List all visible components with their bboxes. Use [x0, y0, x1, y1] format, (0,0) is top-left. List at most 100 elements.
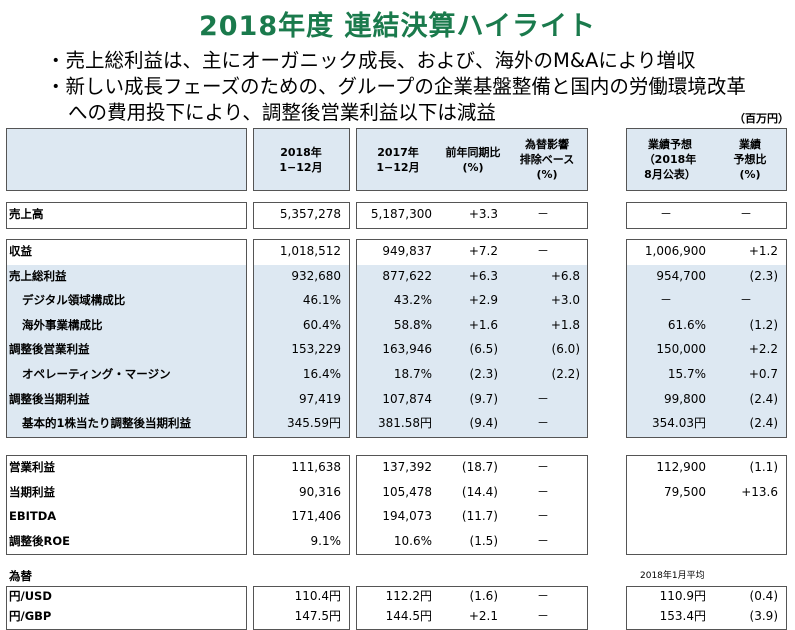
row-band: [7, 289, 246, 314]
value-ratio: +0.7: [748, 367, 778, 381]
value-2017: 18.7%: [393, 367, 432, 381]
row-label: デジタル領域構成比: [22, 293, 126, 308]
row-band: [254, 264, 349, 290]
value-ratio: (1.1): [749, 460, 778, 474]
header-ratio-1: 予想比: [733, 153, 767, 166]
value-2017: 58.8%: [393, 317, 432, 332]
value-2018: 171,406: [291, 509, 341, 524]
row-band: [7, 313, 246, 339]
value-2018: 90,316: [299, 484, 341, 499]
fx-row-label: 円/GBP: [9, 609, 52, 623]
value-2018: 5,357,278: [279, 207, 341, 221]
group-1-border: [626, 239, 787, 438]
header-2018-1: 1−12月: [279, 161, 323, 174]
row-band: [254, 363, 349, 388]
value-ratio: +2.2: [748, 342, 778, 357]
value-ratio: －: [739, 293, 752, 308]
value-fx: －: [536, 460, 549, 474]
value-yoy: +3.3: [468, 207, 498, 221]
value-forecast: 112,900: [656, 460, 706, 474]
value-fx: +3.0: [550, 293, 580, 308]
row-band: [254, 412, 349, 437]
group-1-border: [6, 239, 247, 438]
group-0-right-box: [356, 202, 588, 229]
header-yoy-1: (%): [462, 161, 484, 174]
fx-value-2017: 144.5円: [385, 609, 432, 623]
value-2017: 5,187,300: [370, 207, 432, 221]
value-2018: 46.1%: [302, 293, 341, 308]
value-2018: 97,419: [299, 391, 341, 406]
header-2017-0: 2017年: [377, 146, 419, 159]
row-label: 売上高: [9, 207, 44, 221]
row-band: [357, 363, 587, 388]
row-band: [627, 387, 786, 413]
row-label: 収益: [9, 244, 32, 258]
value-forecast: 150,000: [656, 342, 706, 357]
group-1-border: [356, 239, 588, 438]
value-forecast: 1,006,900: [644, 244, 706, 258]
value-fx: －: [536, 244, 549, 258]
row-band: [627, 289, 786, 314]
header-ratio-0: 業績: [739, 138, 761, 151]
value-forecast: 61.6%: [667, 317, 706, 332]
row-band: [357, 264, 587, 290]
row-band: [627, 264, 786, 290]
value-fx: －: [536, 207, 549, 221]
value-2017: 949,837: [382, 244, 432, 258]
value-forecast: 79,500: [664, 484, 706, 499]
value-2018: 60.4%: [302, 317, 341, 332]
value-2017: 105,478: [382, 484, 432, 499]
value-yoy: (9.7): [469, 391, 498, 406]
value-yoy: (9.4): [469, 416, 498, 431]
header-2018-0: 2018年: [280, 146, 322, 159]
value-yoy: (11.7): [461, 509, 498, 524]
header-mid-box: [253, 128, 350, 191]
value-2017: 107,874: [382, 391, 432, 406]
bullet-3: への費用投下により、調整後営業利益以下は減益: [68, 101, 496, 124]
value-yoy: (14.4): [461, 484, 498, 499]
row-band: [7, 412, 246, 437]
row-band: [357, 338, 587, 363]
value-yoy: (6.5): [469, 342, 498, 357]
group-0-mid-box: [253, 202, 350, 229]
value-2018: 345.59円: [287, 416, 341, 431]
value-forecast: －: [659, 207, 672, 221]
value-2018: 9.1%: [310, 533, 342, 548]
fx-value-2018: 147.5円: [294, 609, 341, 623]
value-2018: 153,229: [291, 342, 341, 357]
value-yoy: (1.5): [469, 533, 498, 548]
bullet-2: ・新しい成長フェーズのための、グループの企業基盤整備と国内の労働環境改革: [46, 75, 746, 98]
value-2017: 163,946: [382, 342, 432, 357]
fx-value-ratio: (3.9): [749, 609, 778, 623]
value-ratio: (2.4): [749, 391, 778, 406]
value-2017: 10.6%: [393, 533, 432, 548]
header-forecast-1: （2018年: [643, 153, 697, 166]
bullet-1: ・売上総利益は、主にオーガニック成長、および、海外のM&Aにより増収: [46, 49, 696, 72]
header-fx-0: 為替影響: [525, 138, 569, 151]
value-fx: －: [536, 484, 549, 499]
value-forecast: 99,800: [664, 391, 706, 406]
value-forecast: 15.7%: [667, 367, 706, 381]
page-title: 2018年度 連結決算ハイライト: [198, 11, 596, 42]
row-band: [7, 387, 246, 413]
row-label: 当期利益: [9, 484, 55, 499]
row-label: オペレーティング・マージン: [22, 367, 171, 381]
group-0-lbl-box: [6, 202, 247, 229]
header-ratio-2: (%): [739, 168, 761, 181]
value-fx: (6.0): [551, 342, 580, 357]
value-yoy: +1.6: [468, 317, 498, 332]
header-fx-2: (%): [536, 168, 558, 181]
value-ratio: (2.4): [749, 416, 778, 431]
row-label: 調整後当期利益: [9, 391, 90, 406]
unit-label: （百万円）: [734, 112, 789, 125]
fx-section-label: 為替: [9, 569, 32, 583]
fx-value-ratio: (0.4): [749, 589, 778, 603]
group-2-right-box: [356, 455, 588, 555]
value-fx: (2.2): [551, 367, 580, 381]
header-right-box: [356, 128, 588, 191]
fx-value-forecast: 110.9円: [659, 589, 706, 603]
value-2017: 877,622: [382, 268, 432, 283]
value-yoy: (18.7): [461, 460, 498, 474]
value-2018: 1,018,512: [279, 244, 341, 258]
row-band: [7, 264, 246, 290]
